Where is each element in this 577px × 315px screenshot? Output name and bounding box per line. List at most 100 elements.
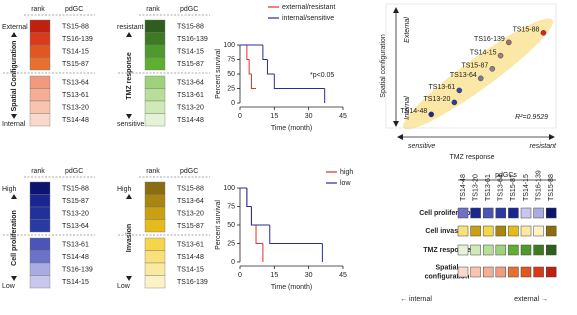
heatmap-cell — [470, 244, 481, 256]
pdgc-label: TS13-20 — [62, 210, 89, 217]
point-label: TS13-20 — [423, 96, 450, 103]
pdgc-label: TS15-88 — [177, 185, 204, 192]
axis-label: Cell proliferation — [11, 210, 18, 266]
rank-swatch — [29, 250, 51, 264]
pdgc-label: TS15-87 — [62, 61, 89, 68]
row-label: Spatial — [436, 264, 459, 271]
rank-swatch — [29, 181, 51, 195]
rank-swatch — [144, 262, 166, 276]
x-axis-label: TMZ response — [449, 154, 494, 161]
heatmap-cell — [482, 244, 494, 256]
rank-swatch — [29, 262, 51, 276]
rank-swatch — [29, 19, 51, 33]
heatmap-cell — [533, 207, 544, 219]
legend-label: internal/sensitive — [282, 15, 334, 22]
x-axis-label: Time (month) — [271, 284, 312, 291]
rank-header: rank — [31, 168, 45, 175]
heatmap-cell — [520, 266, 532, 278]
pdgc-label: TS15-88 — [62, 23, 89, 30]
y-tick-label: 0 — [231, 100, 235, 107]
arrowhead — [126, 32, 132, 37]
y-axis-label: Percent survival — [215, 49, 222, 99]
rank-swatch — [144, 57, 166, 71]
arrowhead — [397, 134, 403, 140]
rank-swatch — [144, 88, 166, 102]
heatmap-cell — [508, 207, 519, 219]
x-tick-label: 15 — [270, 272, 278, 279]
survival-step — [250, 206, 257, 226]
heatmap-cell — [470, 207, 481, 219]
row-label: Cell proliferation — [419, 210, 475, 217]
pdgc-label: TS13-64 — [177, 79, 204, 86]
pdgc-label: TS14-48 — [62, 117, 89, 124]
scatter-point — [451, 99, 458, 106]
rank-swatch — [144, 44, 166, 58]
x-tick-label: 45 — [339, 113, 347, 120]
survival-step — [262, 45, 268, 60]
legend-label: low — [340, 180, 351, 187]
y-tick-label: 50 — [227, 71, 235, 78]
rank-swatch — [29, 44, 51, 58]
rank-swatch — [144, 32, 166, 46]
rank-swatch — [144, 75, 166, 89]
rank-swatch — [29, 32, 51, 46]
heatmap-cell — [482, 225, 494, 237]
pdgc-label: TS13-61 — [177, 241, 204, 248]
x-tick-label: 15 — [270, 113, 278, 120]
pdgc-label: TS14-15 — [62, 48, 89, 55]
pdgc-label: TS15-88 — [177, 23, 204, 30]
survival-step — [248, 59, 252, 75]
arrowhead — [126, 276, 132, 281]
scatter-point — [428, 111, 435, 118]
column-label: TS13-64 — [498, 174, 505, 201]
point-label: TS14-48 — [400, 108, 427, 115]
rank-swatch — [29, 88, 51, 102]
rank-header: rank — [146, 168, 160, 175]
column-label: TS16-139 — [535, 170, 542, 201]
id-header: pdGC — [180, 6, 198, 13]
column-label: TS14-48 — [460, 174, 467, 201]
column-label: TS15-88 — [548, 174, 555, 201]
column-label: TS13-20 — [472, 174, 479, 201]
pdgc-label: TS15-87 — [177, 223, 204, 230]
row-label: TMZ response — [423, 247, 471, 254]
heatmap-cell — [533, 244, 544, 256]
heatmap-cell — [495, 225, 507, 237]
heatmap-cell — [545, 225, 557, 237]
arrowhead — [11, 32, 17, 37]
survival-step — [250, 74, 257, 89]
pdgc-label: TS13-20 — [62, 104, 89, 111]
rank-swatch — [29, 100, 51, 114]
rank-swatch — [29, 194, 51, 208]
heatmap-cell — [470, 266, 481, 278]
y-bottom-label: Internal — [404, 96, 411, 120]
axis-label: TMZ response — [126, 52, 133, 100]
scatter-point — [505, 39, 512, 46]
heatmap-cell — [495, 244, 507, 256]
scatter-point — [477, 75, 484, 82]
x-right-label: resistant — [530, 143, 558, 150]
x-tick-label: 0 — [238, 113, 242, 120]
top-label: High — [2, 186, 17, 193]
rank-swatch — [144, 194, 166, 208]
axis-label: Spatial Configuration — [11, 41, 18, 112]
heatmap-cell — [495, 266, 507, 278]
survival-step — [246, 188, 252, 207]
y-axis-label: Spatial configuration — [380, 34, 387, 98]
rank-header: rank — [146, 6, 160, 13]
rank-header: rank — [31, 6, 45, 13]
heatmap-cell — [508, 244, 519, 256]
y-tick-label: 75 — [227, 203, 235, 210]
point-label: TS13-61 — [428, 84, 455, 91]
row-label: configuration — [425, 273, 470, 280]
rank-swatch — [29, 113, 51, 127]
pdgc-label: TS16-139 — [62, 36, 93, 43]
y-tick-label: 100 — [223, 185, 235, 192]
column-label: TS14-15 — [523, 174, 530, 201]
x-tick-label: 45 — [339, 272, 347, 279]
pdgc-label: TS13-64 — [177, 198, 204, 205]
y-tick-label: 25 — [227, 240, 235, 247]
arrowhead — [393, 7, 399, 13]
rank-swatch — [144, 113, 166, 127]
rank-swatch — [144, 275, 166, 289]
